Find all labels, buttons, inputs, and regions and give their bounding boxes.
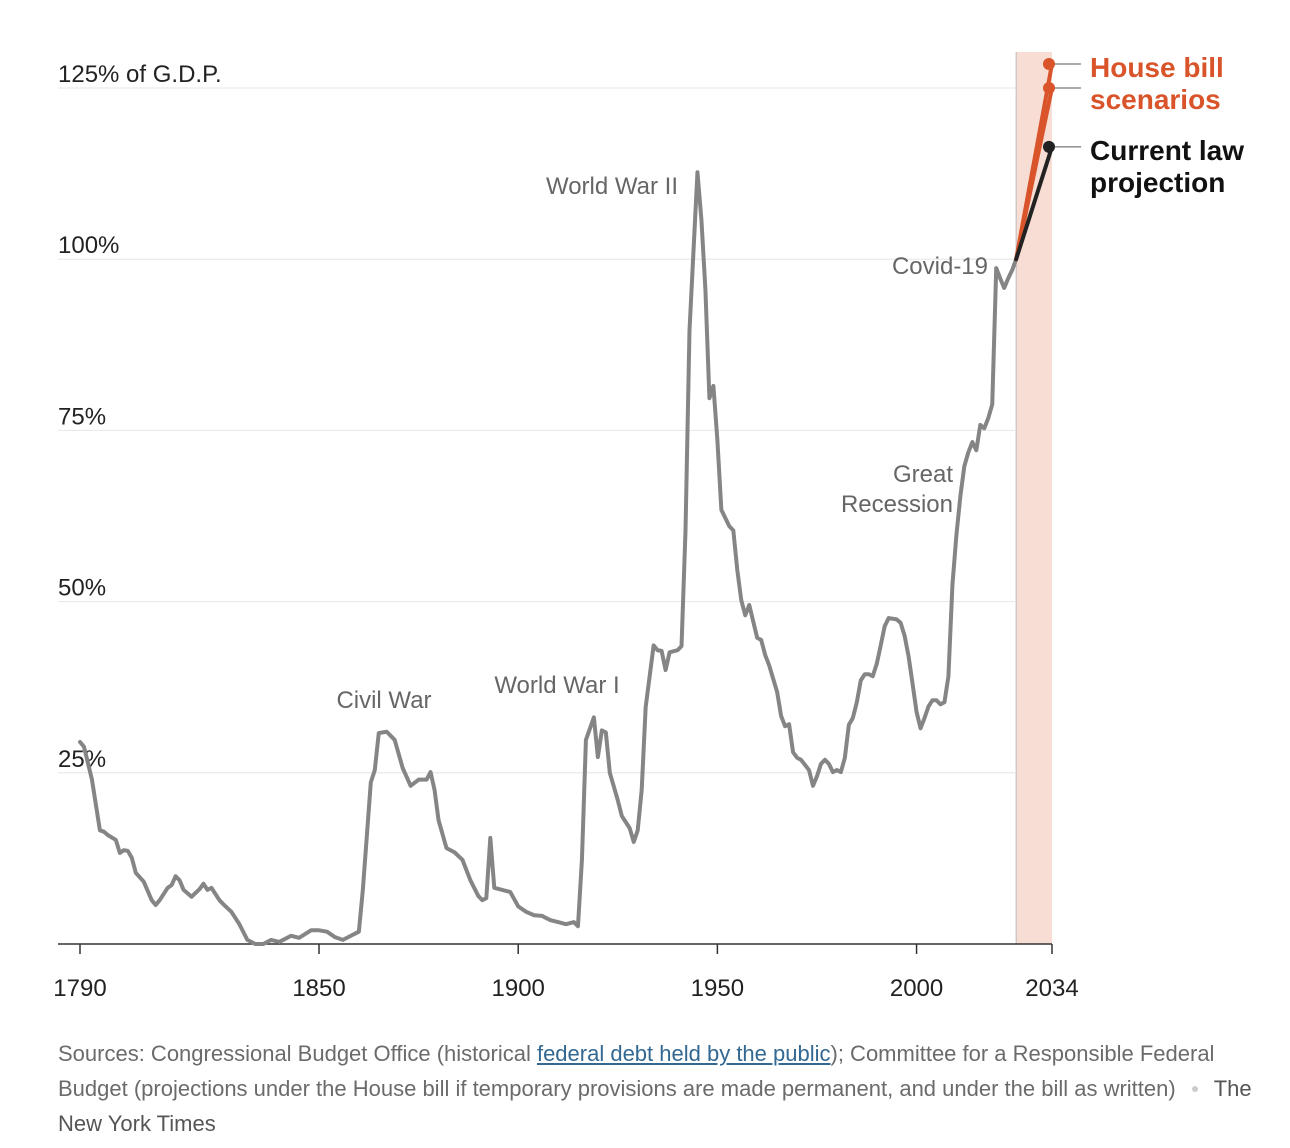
series-line — [1014, 86, 1054, 262]
chart: 25% 50% 75% 100% 125% of G.D.P. 1790 1850 1900 1… — [53, 52, 1244, 1002]
series-label: House bill — [1090, 52, 1224, 83]
source-link[interactable]: federal debt held by the public — [536, 1041, 831, 1066]
projection-band — [1016, 52, 1052, 944]
x-tick-label: 1950 — [691, 975, 744, 1002]
y-tick-label: 25% — [58, 746, 106, 773]
source-text: ); Committee for a Responsible Federal B… — [58, 1041, 1215, 1101]
x-tick-label: 2000 — [890, 975, 943, 1002]
series-line — [1014, 144, 1054, 262]
annotation: Civil War — [336, 687, 431, 714]
endpoint — [1043, 82, 1055, 94]
annotation: World War II — [546, 173, 678, 200]
source-text: Sources: Congressional Budget Office (hi… — [58, 1041, 537, 1066]
endpoint — [1043, 58, 1055, 71]
series-label: scenarios — [1090, 84, 1221, 115]
annotation: Recession — [841, 491, 953, 518]
separator — [1191, 1085, 1198, 1092]
series-line — [78, 170, 1019, 946]
credit: The New York Times — [58, 1076, 1252, 1136]
y-tick-label: 125% of G.D.P. — [58, 61, 222, 88]
x-tick-label: 1900 — [492, 975, 545, 1002]
annotation: Great — [893, 461, 953, 488]
series-label: Current law — [1090, 135, 1244, 166]
annotation: Covid-19 — [892, 253, 988, 280]
x-tick-label: 2034 — [1025, 975, 1078, 1002]
y-tick-label: 100% — [58, 232, 119, 259]
x-tick-label: 1850 — [292, 975, 345, 1002]
y-tick-label: 75% — [58, 403, 106, 430]
source-note: Sources: Congressional Budget Office (hi… — [58, 1036, 1258, 1141]
series-label: projection — [1090, 167, 1225, 198]
endpoint — [1043, 140, 1055, 153]
y-tick-label: 50% — [58, 575, 106, 602]
annotation: World War I — [494, 672, 619, 699]
x-tick-label: 1790 — [53, 975, 106, 1002]
